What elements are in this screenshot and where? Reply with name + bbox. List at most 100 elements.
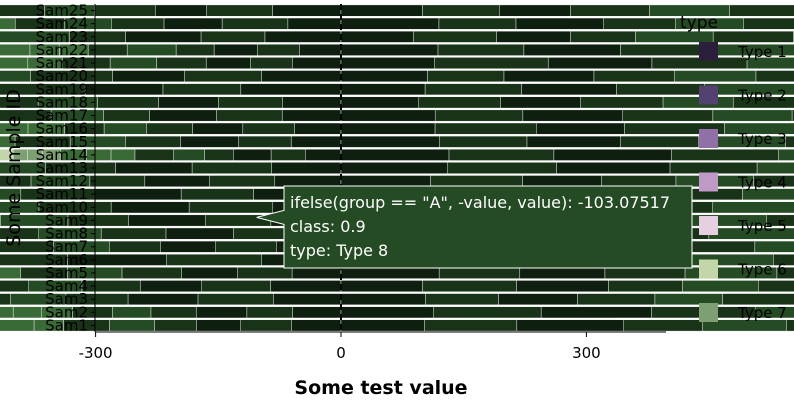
bar-segment-Sam17-n1-0[interactable] <box>103 109 150 122</box>
bar-segment-Sam12-p1-2[interactable] <box>753 175 794 187</box>
bar-segment-Sam5-p1-0[interactable] <box>604 267 686 279</box>
bar-segment-Sam4-p1-1[interactable] <box>682 280 759 292</box>
bar-segment-Sam25-p0-2[interactable] <box>499 4 571 17</box>
bar-segment-Sam14-p0-0[interactable] <box>340 149 450 161</box>
bar-segment-Sam14-n1-2[interactable] <box>134 149 174 161</box>
bar-segment-Sam15-p0-2[interactable] <box>526 135 621 148</box>
bar-segment-Sam1-p0-1[interactable] <box>424 319 518 332</box>
bar-segment-Sam4-p1-0[interactable] <box>608 280 683 292</box>
bar-segment-Sam23-n0-1[interactable] <box>200 30 266 43</box>
bar-segment-Sam5-n0-2[interactable] <box>181 267 238 279</box>
bar-segment-Sam22-n0-0[interactable] <box>299 44 342 56</box>
bar-segment-Sam15-n0-1[interactable] <box>238 135 292 148</box>
bar-segment-Sam5-n2-0[interactable] <box>0 267 21 279</box>
bar-segment-Sam20-n0-0[interactable] <box>261 70 342 83</box>
bar-segment-Sam24-n1-0[interactable] <box>111 17 165 30</box>
bar-segment-Sam22-p0-1[interactable] <box>437 44 525 56</box>
bar-segment-Sam2-n0-1[interactable] <box>246 306 293 319</box>
bar-Sam3-pos[interactable] <box>340 293 794 306</box>
legend-entry-type-6[interactable]: Type 6 <box>699 259 787 279</box>
bar-Sam13-pos[interactable] <box>340 162 794 174</box>
bar-segment-Sam15-n2-0[interactable] <box>0 135 16 148</box>
legend-entry-type-7[interactable]: Type 7 <box>699 303 787 322</box>
bar-segment-Sam22-n0-1[interactable] <box>257 44 300 56</box>
bar-segment-Sam22-n0-2[interactable] <box>213 44 258 56</box>
bar-segment-Sam25-n0-0[interactable] <box>272 4 342 17</box>
bar-Sam12-pos[interactable] <box>340 175 794 187</box>
bar-segment-Sam24-p0-1[interactable] <box>438 17 517 30</box>
bar-segment-Sam10-n0-1[interactable] <box>188 201 273 214</box>
bar-segment-Sam23-p0-0[interactable] <box>340 30 414 43</box>
bar-segment-Sam12-p0-0[interactable] <box>340 175 431 187</box>
bar-segment-Sam17-n0-1[interactable] <box>216 109 283 122</box>
bar-segment-Sam17-p1-1[interactable] <box>712 109 793 122</box>
bar-segment-Sam2-p0-2[interactable] <box>540 306 652 319</box>
bar-segment-Sam4-p0-1[interactable] <box>422 280 517 292</box>
bar-segment-Sam3-n0-1[interactable] <box>197 293 274 306</box>
bar-segment-Sam23-p1-0[interactable] <box>570 30 636 43</box>
bar-Sam25-pos[interactable] <box>340 4 794 17</box>
bar-segment-Sam19-p1-0[interactable] <box>616 83 705 96</box>
bar-segment-Sam18-p0-1[interactable] <box>418 96 501 109</box>
bar-segment-Sam18-n1-2[interactable] <box>0 96 39 109</box>
bar-segment-Sam17-n0-0[interactable] <box>281 109 342 122</box>
bar-segment-Sam2-n0-0[interactable] <box>292 306 342 319</box>
bar-segment-Sam23-p0-1[interactable] <box>413 30 497 43</box>
bar-segment-Sam25-n1-0[interactable] <box>94 4 156 17</box>
bar-segment-Sam19-p0-2[interactable] <box>521 83 617 96</box>
bar-Sam3-neg[interactable] <box>0 293 342 306</box>
bar-segment-Sam2-p0-0[interactable] <box>340 306 434 319</box>
bar-segment-Sam18-p0-2[interactable] <box>500 96 581 109</box>
bar-segment-Sam24-n2-0[interactable] <box>0 17 16 30</box>
bar-segment-Sam19-p0-0[interactable] <box>340 83 426 96</box>
bar-segment-Sam3-p0-1[interactable] <box>425 293 499 306</box>
bar-segment-Sam16-n0-0[interactable] <box>294 122 342 135</box>
bar-segment-Sam1-p0-0[interactable] <box>340 319 425 332</box>
bar-Sam19-pos[interactable] <box>340 83 794 96</box>
bar-segment-Sam18-p1-1[interactable] <box>662 96 734 109</box>
bar-segment-Sam21-n0-1[interactable] <box>250 57 293 69</box>
bar-segment-Sam15-n0-2[interactable] <box>180 135 239 148</box>
bar-Sam22-pos[interactable] <box>340 44 794 56</box>
bar-segment-Sam8-n0-2[interactable] <box>165 227 234 240</box>
bar-Sam16-pos[interactable] <box>340 122 794 135</box>
bar-segment-Sam14-p1-1[interactable] <box>778 149 794 161</box>
bar-segment-Sam22-p0-0[interactable] <box>340 44 439 56</box>
bar-segment-Sam2-p1-1[interactable] <box>755 306 794 319</box>
legend-entry-type-1[interactable]: Type 1 <box>699 42 787 61</box>
bar-segment-Sam22-n1-0[interactable] <box>175 44 215 56</box>
bar-segment-Sam24-p0-2[interactable] <box>515 17 604 30</box>
bar-segment-Sam20-p1-0[interactable] <box>593 70 675 83</box>
bar-segment-Sam10-n0-2[interactable] <box>110 201 190 214</box>
bar-segment-Sam12-n0-2[interactable] <box>144 175 210 187</box>
legend-entry-type-3[interactable]: Type 3 <box>699 129 787 148</box>
bar-segment-Sam19-n0-0[interactable] <box>240 83 342 96</box>
bar-segment-Sam13-p1-1[interactable] <box>756 162 794 174</box>
bar-segment-Sam4-n1-0[interactable] <box>81 280 141 292</box>
bar-segment-Sam13-n0-2[interactable] <box>115 162 193 174</box>
bar-segment-Sam19-n0-1[interactable] <box>162 83 242 96</box>
bar-Sam17-neg[interactable] <box>0 109 342 122</box>
bar-segment-Sam17-p0-0[interactable] <box>340 109 436 122</box>
bar-segment-Sam14-n1-0[interactable] <box>204 149 234 161</box>
bar-segment-Sam23-n1-1[interactable] <box>0 30 70 43</box>
bar-segment-Sam25-p1-2[interactable] <box>729 4 794 17</box>
bar-segment-Sam5-p0-2[interactable] <box>519 267 606 279</box>
bar-segment-Sam3-n0-2[interactable] <box>127 293 199 306</box>
bar-Sam1-pos[interactable] <box>340 319 794 332</box>
bar-segment-Sam21-p0-1[interactable] <box>434 57 549 69</box>
bar-segment-Sam20-p0-0[interactable] <box>340 70 428 83</box>
bar-segment-Sam16-n1-0[interactable] <box>146 122 193 135</box>
bar-segment-Sam13-n1-1[interactable] <box>0 162 46 174</box>
bar-segment-Sam14-n4-0[interactable] <box>0 149 14 161</box>
bar-segment-Sam4-n0-1[interactable] <box>201 280 271 292</box>
bar-segment-Sam15-p0-1[interactable] <box>439 135 528 148</box>
bar-segment-Sam1-n0-2[interactable] <box>196 319 241 332</box>
bar-segment-Sam13-n0-1[interactable] <box>191 162 272 174</box>
bar-Sam15-neg[interactable] <box>0 135 342 148</box>
bar-segment-Sam23-n0-0[interactable] <box>264 30 342 43</box>
bar-segment-Sam21-n0-2[interactable] <box>205 57 251 69</box>
bar-segment-Sam20-p1-2[interactable] <box>755 70 794 83</box>
bar-segment-Sam24-p0-0[interactable] <box>340 17 440 30</box>
bar-segment-Sam24-n0-1[interactable] <box>221 17 289 30</box>
